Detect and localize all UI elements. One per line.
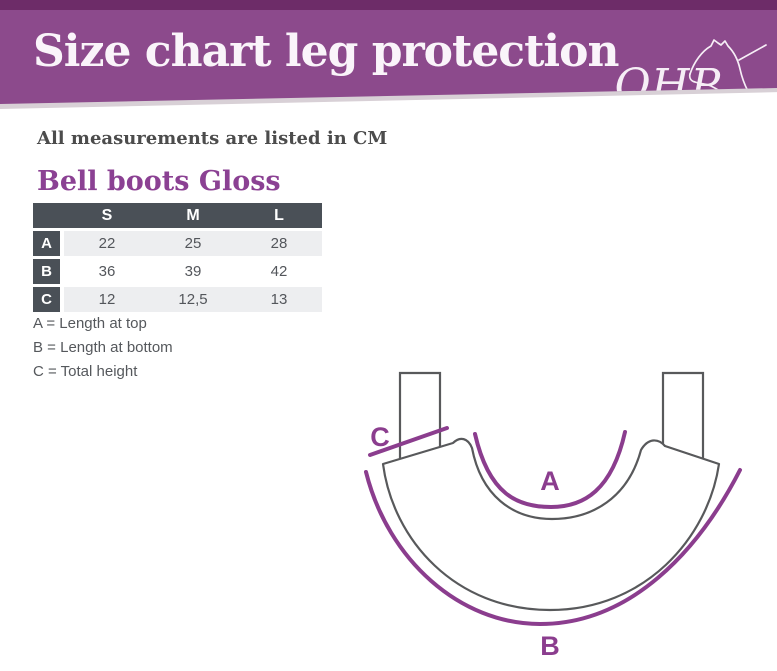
table-cell: 42 [270,263,288,280]
measure-arc-b [364,468,742,627]
row-label: B [33,259,60,284]
table-header-l: L [274,206,284,224]
row-gap [60,259,64,284]
table-cell: 12 [98,291,116,308]
table-cell: 25 [184,235,202,252]
table-header-s: S [101,206,113,224]
header-banner: Size chart leg protection QHP [0,10,777,104]
section-title: Bell boots Gloss [37,166,281,197]
legend-item: A = Length at top [33,315,147,332]
table-row: C 12 12,5 13 [33,287,322,312]
row-label: A [33,231,60,256]
qhp-logo: QHP [614,39,767,104]
diagram-label-c: C [370,422,390,452]
measurements-note: All measurements are listed in CM [37,128,388,149]
banner-top-strip [0,0,777,10]
table-header-row: S M L [33,203,322,228]
row-gap [60,287,64,312]
page-title: Size chart leg protection [33,26,619,77]
table-cell: 13 [270,291,288,308]
row-gap [60,231,64,256]
table-row: A 22 25 28 [33,231,322,256]
table-cell: 36 [98,263,116,280]
size-table: S M L A 22 25 28 B 36 39 42 C [33,203,322,312]
boot-outline [381,437,721,612]
measure-arc-a [473,430,627,510]
strap-right-outline [661,371,705,466]
legend-item: B = Length at bottom [33,339,173,356]
row-label: C [33,287,60,312]
diagram-label-a: A [540,466,560,496]
table-header-m: M [186,206,200,224]
table-cell: 28 [270,235,288,252]
measure-line-c [368,426,449,457]
table-cell: 12,5 [178,291,208,308]
bell-boot-diagram: A B C [364,371,742,661]
measurement-legend: A = Length at top B = Length at bottom C… [33,312,173,384]
table-cell: 39 [184,263,202,280]
table-row: B 36 39 42 [33,259,322,284]
table-cell: 22 [98,235,116,252]
diagram-label-b: B [540,631,560,661]
legend-item: C = Total height [33,363,138,380]
